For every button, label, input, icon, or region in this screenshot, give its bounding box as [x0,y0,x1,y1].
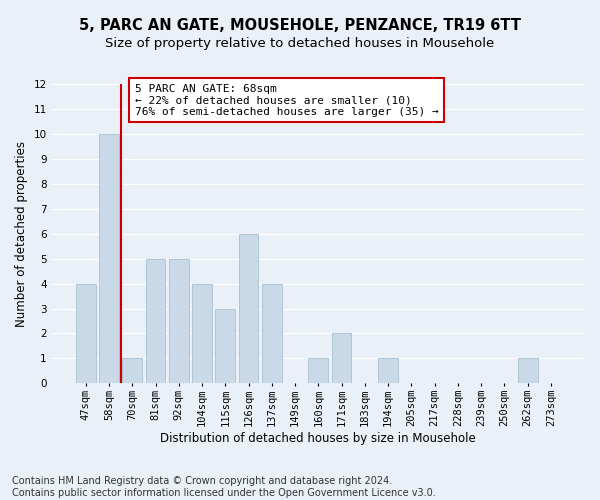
Bar [518,358,538,384]
Bar [239,234,259,384]
Text: Contains HM Land Registry data © Crown copyright and database right 2024.
Contai: Contains HM Land Registry data © Crown c… [12,476,436,498]
Bar [308,358,328,384]
Bar [146,258,166,384]
Bar [378,358,398,384]
Text: 5 PARC AN GATE: 68sqm
← 22% of detached houses are smaller (10)
76% of semi-deta: 5 PARC AN GATE: 68sqm ← 22% of detached … [134,84,439,117]
Bar [215,308,235,384]
Text: Size of property relative to detached houses in Mousehole: Size of property relative to detached ho… [106,38,494,51]
Text: 5, PARC AN GATE, MOUSEHOLE, PENZANCE, TR19 6TT: 5, PARC AN GATE, MOUSEHOLE, PENZANCE, TR… [79,18,521,32]
Y-axis label: Number of detached properties: Number of detached properties [15,140,28,326]
Bar [332,334,352,384]
Bar [122,358,142,384]
Bar [99,134,119,384]
Bar [192,284,212,384]
Bar [76,284,95,384]
Bar [262,284,282,384]
Bar [169,258,188,384]
X-axis label: Distribution of detached houses by size in Mousehole: Distribution of detached houses by size … [160,432,476,445]
